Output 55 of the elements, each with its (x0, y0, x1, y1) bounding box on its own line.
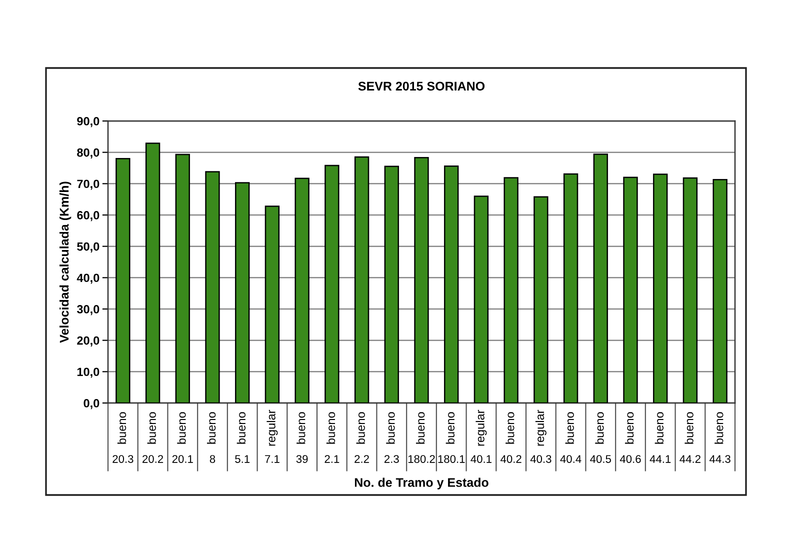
x-tick-label: bueno 20.2 (142, 412, 164, 463)
x-tick-label: bueno 40.6 (620, 412, 641, 463)
y-tick-label: 50,0 (77, 242, 100, 252)
bar (504, 177, 518, 403)
x-tick-label: bueno 40.4 (560, 412, 582, 463)
x-tick-label: bueno 44.2 (680, 412, 700, 463)
bar (653, 174, 668, 403)
bar (593, 154, 608, 403)
bar (563, 173, 578, 403)
x-tick-label: bueno 44.1 (650, 412, 671, 463)
y-tick-label: 0,0 (84, 399, 100, 410)
bar (712, 178, 728, 403)
y-tick-label: 90,0 (77, 117, 100, 128)
y-tick-label: 20,0 (77, 336, 100, 346)
x-axis-title: No. de Tramo y Estado (354, 478, 488, 490)
x-tick-label: bueno 39 (296, 412, 308, 463)
y-tick-label: 80,0 (77, 148, 100, 158)
bar (414, 157, 429, 403)
bar (116, 158, 130, 403)
x-tick-label: regular 7.1 (265, 410, 280, 463)
bar (205, 171, 220, 403)
bar (145, 142, 160, 403)
x-tick-label: bueno 180.1 (438, 412, 465, 463)
x-tick-label: bueno 8 (206, 412, 216, 463)
x-tick-label: bueno 2.1 (324, 412, 340, 463)
bar (623, 176, 638, 403)
bar (474, 196, 489, 403)
x-tick-label: bueno 40.5 (590, 412, 611, 463)
bar (264, 206, 280, 403)
x-tick-label: bueno 20.3 (112, 412, 134, 463)
bar (384, 166, 399, 403)
y-tick-label: 60,0 (77, 211, 100, 222)
x-tick-label: bueno 2.2 (354, 412, 369, 463)
y-tick-label: 40,0 (76, 274, 100, 284)
bar (175, 154, 190, 403)
y-tick-label: 70,0 (77, 180, 100, 190)
bar (534, 196, 548, 403)
chart-title: SEVR 2015 SORIANO (358, 82, 485, 91)
x-tick-label: regular 40.1 (470, 410, 492, 463)
bar (235, 182, 250, 403)
bar (444, 165, 459, 403)
y-tick-label: 10,0 (77, 368, 100, 378)
x-tick-label: bueno 180.2 (408, 412, 435, 463)
x-tick-label: regular 40.3 (530, 410, 552, 463)
bar (682, 177, 698, 403)
x-tick-label: bueno 40.2 (500, 412, 522, 463)
x-tick-label: bueno 20.1 (172, 412, 193, 463)
bar (354, 156, 370, 403)
y-axis-title: Velocidad calculada (Km/h) (59, 182, 72, 343)
x-tick-label: bueno 5.1 (235, 412, 250, 463)
bar (294, 178, 310, 403)
x-tick-label: bueno 44.3 (710, 412, 730, 463)
x-tick-label: bueno 2.3 (384, 412, 399, 463)
bar (324, 164, 340, 403)
y-tick-label: 30,0 (76, 305, 100, 316)
